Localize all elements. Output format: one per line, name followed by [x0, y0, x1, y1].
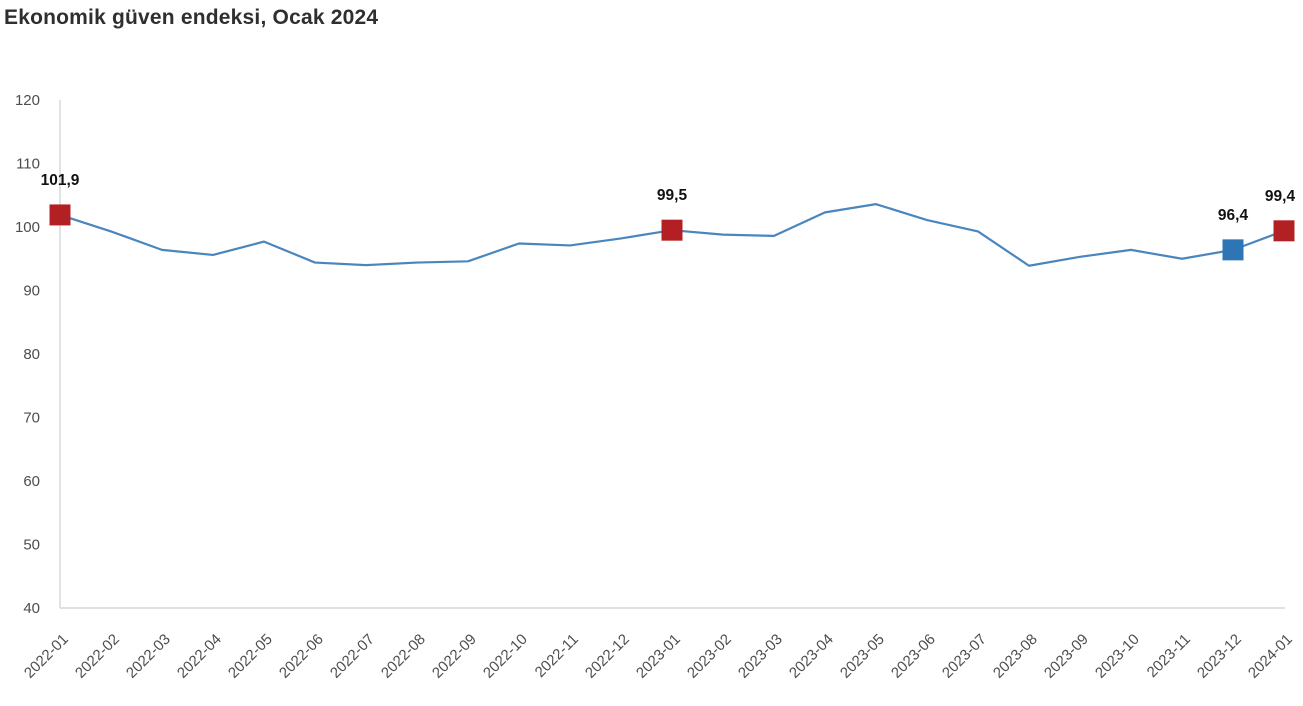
x-tick-label: 2023-10 — [1092, 631, 1143, 682]
x-tick-label: 2023-01 — [633, 631, 684, 682]
data-label-2023-01: 99,5 — [657, 187, 688, 204]
x-tick-label: 2023-12 — [1194, 631, 1245, 682]
y-tick-label: 70 — [23, 410, 40, 427]
x-tick-label: 2023-02 — [684, 631, 735, 682]
y-tick-label: 60 — [23, 473, 40, 490]
data-labels: 101,9 99,5 96,4 99,4 — [41, 172, 1296, 224]
x-tick-label: 2022-11 — [532, 631, 582, 681]
x-tick-label: 2022-04 — [174, 631, 225, 682]
y-axis-ticks: 40 50 60 70 80 90 100 110 120 — [15, 92, 40, 617]
highlight-marker-2023-01 — [661, 219, 683, 241]
y-tick-label: 100 — [15, 219, 40, 236]
x-tick-label: 2023-09 — [1041, 631, 1092, 682]
x-tick-label: 2022-05 — [225, 631, 276, 682]
x-tick-label: 2022-01 — [21, 631, 72, 682]
data-label-2024-01: 99,4 — [1265, 188, 1296, 205]
y-tick-label: 40 — [23, 600, 40, 617]
y-tick-label: 90 — [23, 283, 40, 300]
x-tick-label: 2023-03 — [735, 631, 786, 682]
data-label-2022-01: 101,9 — [41, 172, 80, 189]
axes — [59, 100, 1285, 609]
x-tick-label: 2023-07 — [939, 631, 990, 682]
highlight-marker-2022-01 — [49, 204, 71, 226]
x-tick-label: 2022-06 — [276, 631, 327, 682]
data-label-2023-12: 96,4 — [1218, 207, 1249, 224]
x-tick-label: 2023-11 — [1144, 631, 1194, 681]
y-tick-label: 80 — [23, 346, 40, 363]
y-tick-label: 120 — [15, 92, 40, 109]
x-tick-label: 2022-09 — [429, 631, 480, 682]
y-tick-label: 50 — [23, 537, 40, 554]
x-tick-label: 2022-12 — [582, 631, 633, 682]
x-axis-ticks: 2022-01 2022-02 2022-03 2022-04 2022-05 2022-… — [21, 631, 1296, 682]
x-tick-label: 2022-03 — [123, 631, 174, 682]
x-tick-label: 2022-10 — [480, 631, 531, 682]
x-tick-label: 2022-08 — [378, 631, 429, 682]
x-tick-label: 2022-07 — [327, 631, 378, 682]
x-tick-label: 2023-04 — [786, 631, 837, 682]
highlight-markers — [49, 204, 1295, 261]
x-tick-label: 2024-01 — [1245, 631, 1296, 682]
x-tick-label: 2022-02 — [72, 631, 123, 682]
highlight-marker-2024-01 — [1273, 220, 1295, 242]
x-tick-label: 2023-08 — [990, 631, 1041, 682]
y-tick-label: 110 — [16, 156, 40, 173]
chart-title: Ekonomik güven endeksi, Ocak 2024 — [4, 6, 379, 29]
highlight-marker-2023-12 — [1222, 239, 1244, 261]
x-tick-label: 2023-05 — [837, 631, 888, 682]
x-tick-label: 2023-06 — [888, 631, 939, 682]
